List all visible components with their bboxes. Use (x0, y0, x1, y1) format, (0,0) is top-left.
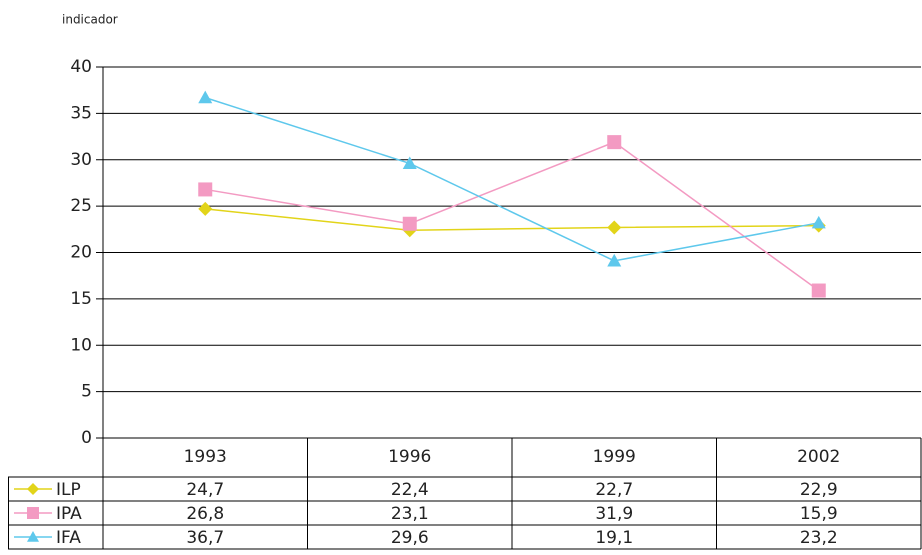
table-value: 23,1 (391, 504, 429, 524)
table-value: 29,6 (391, 528, 429, 548)
y-tick-label: 30 (70, 150, 92, 170)
line (205, 96, 819, 262)
x-tick-label: 2002 (797, 447, 840, 467)
y-tick-label: 10 (70, 335, 92, 355)
table-value: 36,7 (186, 528, 224, 548)
table-value: 22,4 (391, 480, 429, 500)
y-tick-label: 35 (70, 103, 92, 123)
marker (402, 156, 417, 170)
marker (27, 507, 39, 519)
y-tick-label: 40 (70, 57, 92, 77)
marker (198, 182, 213, 197)
table-value: 19,1 (595, 528, 633, 548)
y-tick-label: 15 (70, 289, 92, 309)
y-tick-label: 5 (81, 382, 92, 402)
marker (27, 483, 39, 495)
table-value: 15,9 (800, 504, 838, 524)
y-axis-label: indicador (62, 13, 118, 27)
x-tick-label: 1993 (184, 447, 227, 467)
marker (607, 135, 622, 150)
x-tick-label: 1996 (388, 447, 431, 467)
legend-label: IPA (56, 504, 82, 524)
y-tick-label: 25 (70, 196, 92, 216)
legend-label: ILP (56, 480, 81, 500)
legend-label: IFA (56, 528, 81, 548)
table-value: 23,2 (800, 528, 838, 548)
table-value: 22,7 (595, 480, 633, 500)
marker (811, 215, 826, 229)
line (205, 141, 820, 292)
table-value: 26,8 (186, 504, 224, 524)
marker (402, 216, 417, 231)
y-tick-label: 20 (70, 243, 92, 263)
marker (198, 201, 213, 216)
table-value: 22,9 (800, 480, 838, 500)
line (205, 208, 819, 231)
marker (607, 253, 622, 267)
table-value: 31,9 (595, 504, 633, 524)
marker (198, 90, 213, 104)
marker (811, 283, 826, 298)
y-tick-label: 0 (81, 428, 92, 448)
table-value: 24,7 (186, 480, 224, 500)
marker (607, 220, 622, 235)
x-tick-label: 1999 (593, 447, 636, 467)
marker (27, 531, 39, 542)
